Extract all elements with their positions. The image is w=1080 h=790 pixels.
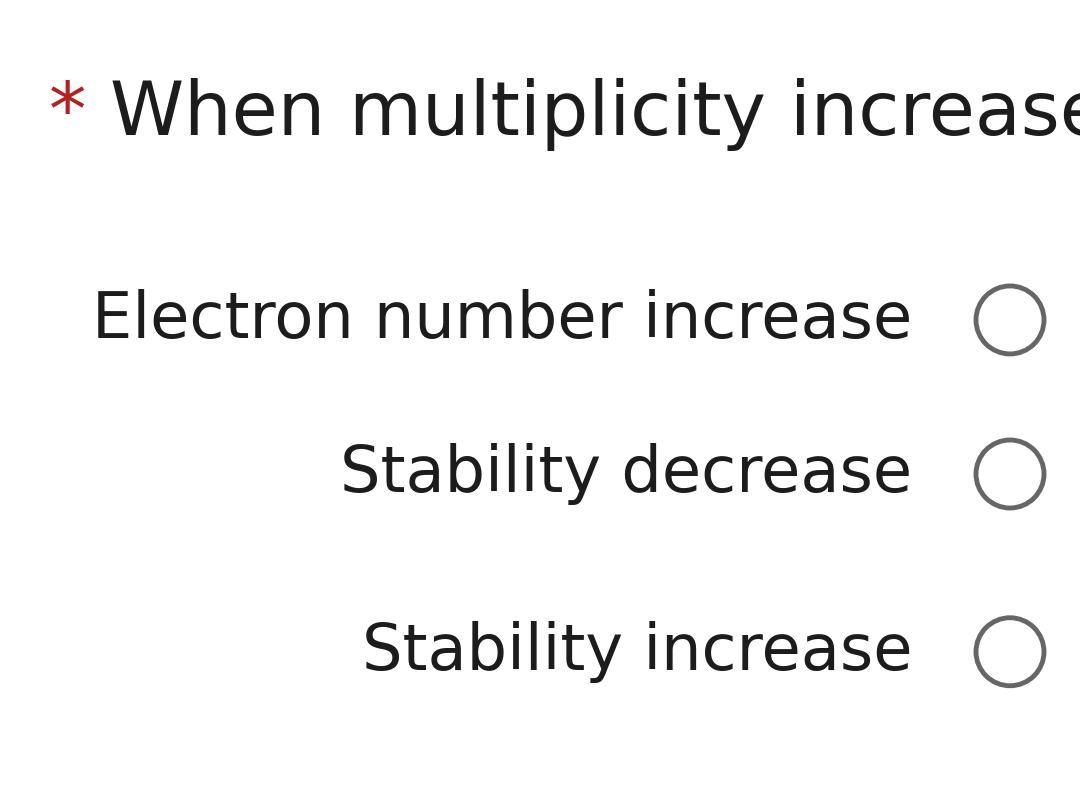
- Text: When multiplicity increase .7: When multiplicity increase .7: [110, 78, 1080, 151]
- Text: *: *: [49, 78, 110, 151]
- Text: Stability decrease: Stability decrease: [340, 443, 913, 505]
- Text: Electron number increase: Electron number increase: [93, 289, 913, 351]
- Text: Stability increase: Stability increase: [362, 621, 913, 683]
